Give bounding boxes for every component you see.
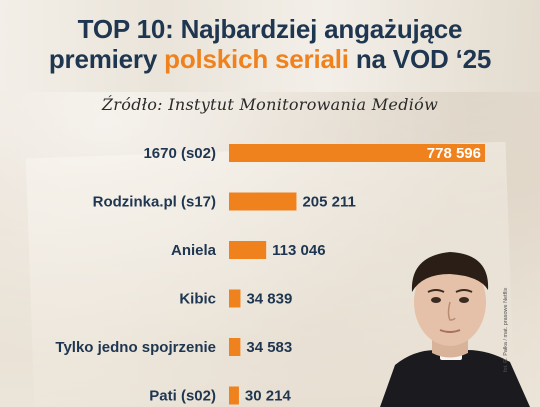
- bar: [229, 241, 267, 259]
- actor-photo: [380, 252, 530, 407]
- value-label: 34 839: [246, 291, 292, 308]
- category-label: Pati (s02): [149, 388, 216, 405]
- title-line-1: TOP 10: Najbardziej angażujące: [77, 14, 463, 44]
- value-label: 778 596: [427, 145, 481, 162]
- cassock: [380, 349, 530, 407]
- category-label: Kibic: [179, 291, 216, 308]
- category-label: Rodzinka.pl (s17): [93, 194, 216, 211]
- bar: [229, 338, 241, 356]
- bar: [229, 289, 241, 308]
- category-label: Tylko jedno spojrzenie: [55, 339, 216, 356]
- value-label: 30 214: [245, 388, 292, 405]
- chart-title: TOP 10: Najbardziej angażujące premiery …: [0, 14, 540, 74]
- value-label: 34 583: [246, 339, 292, 356]
- paper-strip-background: [0, 0, 540, 92]
- bar: [229, 192, 297, 211]
- bar: [229, 386, 239, 405]
- title-accent: polskich seriali: [164, 44, 349, 74]
- title-line-2: premiery polskich seriali na VOD ‘25: [0, 44, 540, 74]
- value-label: 205 211: [302, 194, 355, 211]
- category-label: 1670 (s02): [143, 145, 216, 162]
- source-note: Źródło: Instytut Monitorowania Mediów: [101, 95, 439, 114]
- bar: [229, 144, 485, 162]
- title-line-2-post: na VOD ‘25: [348, 44, 492, 74]
- category-label: Aniela: [171, 242, 217, 259]
- hair: [411, 252, 489, 292]
- value-label: 113 046: [272, 242, 325, 259]
- title-line-2-pre: premiery: [48, 44, 165, 74]
